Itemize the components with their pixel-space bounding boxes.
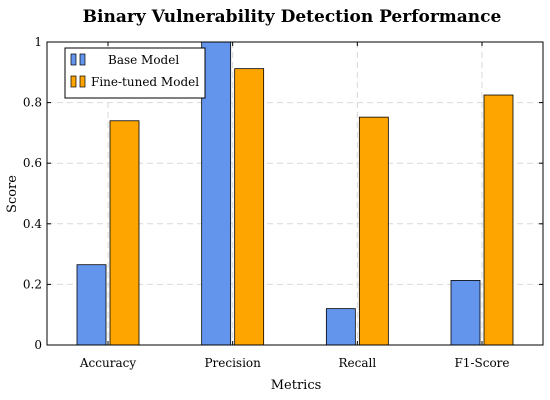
y-tick-label: 0.6 <box>23 156 42 170</box>
x-axis-label: Metrics <box>271 378 322 393</box>
x-tick-label: Recall <box>338 356 376 370</box>
legend-swatch <box>70 53 77 66</box>
bar-fine-tuned-accuracy <box>109 120 140 346</box>
y-tick-label: 0.8 <box>23 96 42 110</box>
bar-base-precision <box>201 41 232 346</box>
legend: Base Model Fine-tuned Model <box>64 47 206 99</box>
y-tick-label: 0 <box>34 338 42 352</box>
x-tick-label: Accuracy <box>79 356 136 370</box>
chart-title: Binary Vulnerability Detection Performan… <box>83 7 502 27</box>
legend-label: Base Model <box>108 53 179 67</box>
x-tick-label: Precision <box>204 356 261 370</box>
x-tick-label: F1-Score <box>454 356 509 370</box>
legend-swatch <box>79 75 86 88</box>
plot-area-frame <box>46 41 544 346</box>
legend-label: Fine-tuned Model <box>91 75 199 89</box>
y-axis-label: Score <box>5 175 20 213</box>
legend-swatch <box>79 53 86 66</box>
bar-fine-tuned-precision <box>234 68 265 346</box>
legend-frame <box>64 47 206 99</box>
bar-fine-tuned-f1-score <box>483 94 514 346</box>
y-tick-label: 0.4 <box>23 217 42 231</box>
y-tick-label: 1 <box>34 35 42 49</box>
bar-fine-tuned-recall <box>358 116 389 346</box>
bar-base-f1-score <box>450 280 481 346</box>
legend-swatch <box>70 75 77 88</box>
x-axis-ticks: Accuracy Precision Recall F1-Score <box>79 42 510 370</box>
bars <box>76 41 514 346</box>
y-tick-label: 0.2 <box>23 277 42 291</box>
bar-base-recall <box>325 308 356 346</box>
y-axis-ticks: 0 0.2 0.4 0.6 0.8 1 <box>23 35 543 352</box>
bar-base-accuracy <box>76 264 107 346</box>
